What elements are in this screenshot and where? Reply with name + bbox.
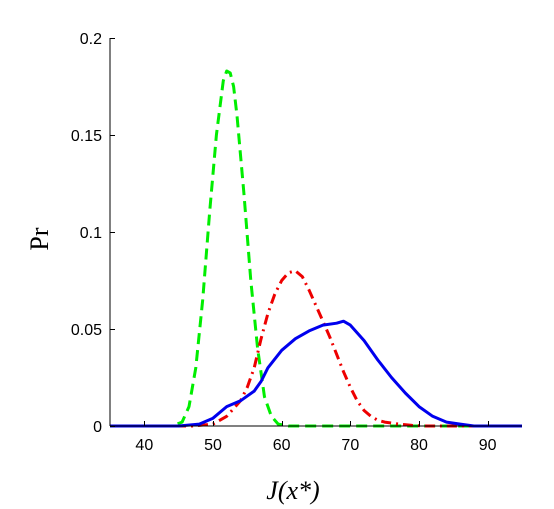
y-tick-label: 0.1 (80, 225, 102, 242)
y-tick-label: 0.15 (71, 128, 102, 145)
series-layer (110, 69, 522, 428)
x-tick-label: 50 (204, 437, 222, 454)
series-line-solid (110, 319, 522, 428)
x-tick-label: 90 (479, 437, 497, 454)
x-tick-label: 80 (410, 437, 428, 454)
axis-layer: 0 0.05 0.1 0.15 0.2 40 50 60 70 80 90 (71, 31, 522, 454)
series-line-dashed (110, 69, 522, 428)
series-line-dash-dot (110, 269, 522, 428)
y-tick-label: 0 (93, 419, 102, 436)
y-axis-label: Pr (25, 227, 54, 250)
x-axis-label: J(x*) (266, 476, 319, 505)
x-tick-label: 60 (273, 437, 291, 454)
y-tick-label: 0.2 (80, 31, 102, 48)
y-tick-label: 0.05 (71, 322, 102, 339)
x-tick-label: 40 (135, 437, 153, 454)
x-tick-label: 70 (341, 437, 359, 454)
